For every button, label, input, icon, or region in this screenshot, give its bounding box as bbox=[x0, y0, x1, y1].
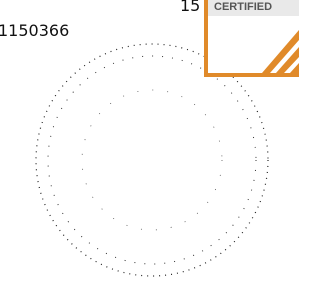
badge-label: CERTIFIED bbox=[214, 1, 272, 13]
certified-badge: CERTIFIED bbox=[206, 0, 299, 75]
partial-number: 15 bbox=[180, 0, 200, 15]
document-number: 1150366 bbox=[0, 21, 69, 40]
document-crop: 1150366 15 CERTIFIED bbox=[0, 0, 299, 283]
page: {"seal": {"number": "1150366", "partial_… bbox=[0, 0, 299, 283]
